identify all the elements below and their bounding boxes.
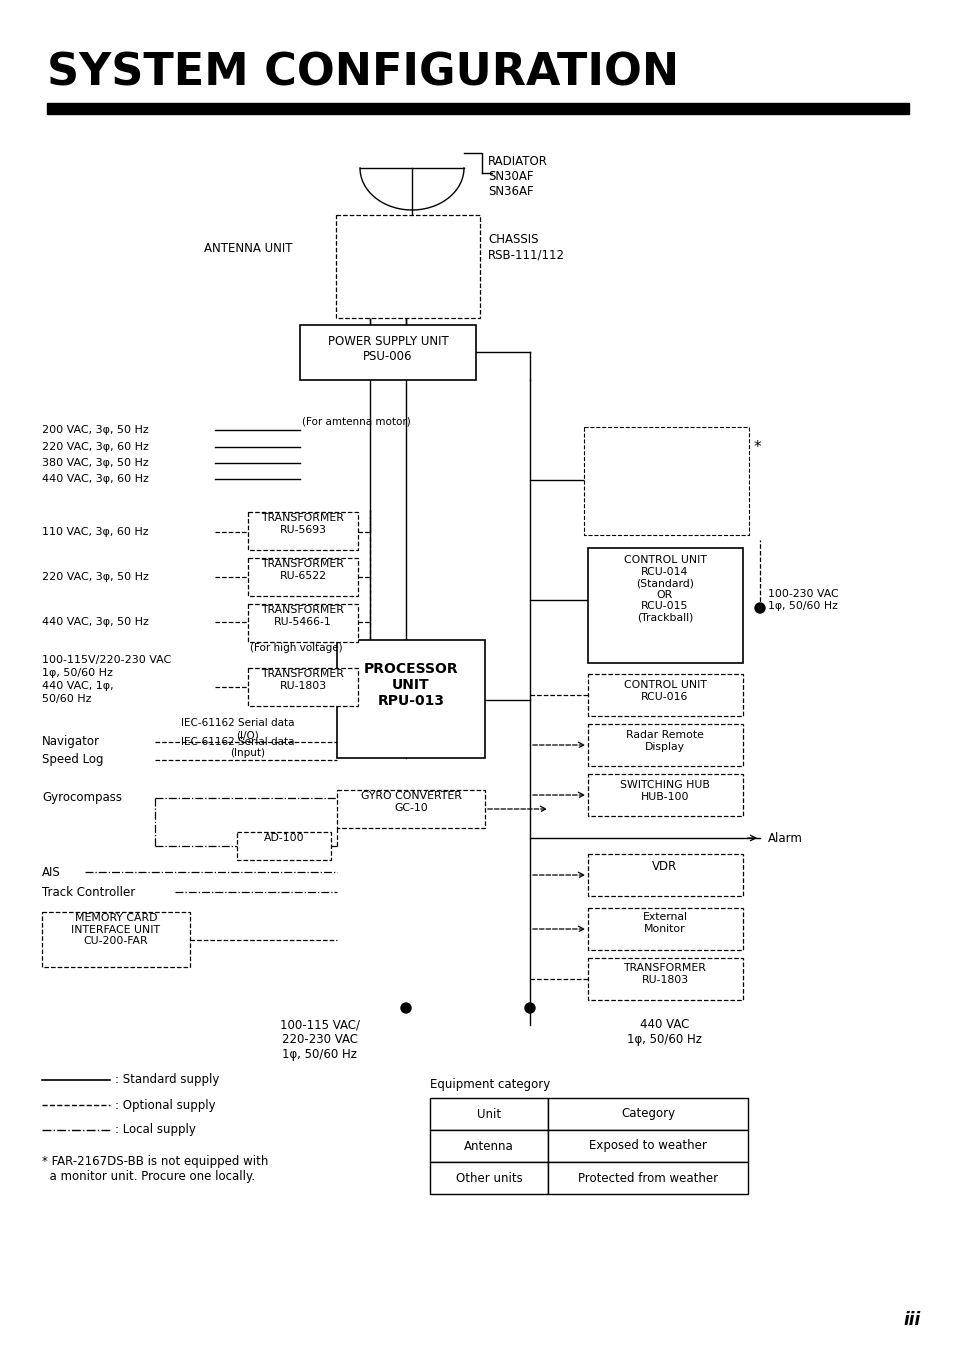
Text: GYRO CONVERTER
GC-10: GYRO CONVERTER GC-10 xyxy=(360,791,461,813)
Text: Antenna: Antenna xyxy=(464,1139,514,1153)
Bar xyxy=(587,724,742,765)
Bar xyxy=(299,325,476,379)
Text: 220 VAC, 3φ, 50 Hz: 220 VAC, 3φ, 50 Hz xyxy=(42,572,149,582)
Bar xyxy=(547,1098,747,1130)
Text: Radar Remote
Display: Radar Remote Display xyxy=(625,730,703,752)
Bar xyxy=(236,832,331,860)
Text: MEMORY CARD
INTERFACE UNIT
CU-200-FAR: MEMORY CARD INTERFACE UNIT CU-200-FAR xyxy=(71,913,160,946)
Text: RADIATOR
SN30AF
SN36AF: RADIATOR SN30AF SN36AF xyxy=(488,155,547,198)
Text: TRANSFORMER
RU-5693: TRANSFORMER RU-5693 xyxy=(261,513,344,535)
Text: CONTROL UNIT
RCU-016: CONTROL UNIT RCU-016 xyxy=(623,680,706,702)
Text: 220 VAC, 3φ, 60 Hz: 220 VAC, 3φ, 60 Hz xyxy=(42,441,149,452)
Bar xyxy=(587,431,745,531)
Text: 440 VAC, 3φ, 60 Hz: 440 VAC, 3φ, 60 Hz xyxy=(42,474,149,485)
Bar xyxy=(42,913,190,967)
Bar xyxy=(345,220,475,305)
Text: 1φ, 50/60 Hz: 1φ, 50/60 Hz xyxy=(42,668,112,678)
Bar xyxy=(587,674,742,716)
Bar xyxy=(587,548,742,663)
Text: AIS: AIS xyxy=(42,865,61,879)
Bar xyxy=(248,512,357,549)
Text: Gyrocompass: Gyrocompass xyxy=(42,791,122,805)
Text: *: * xyxy=(753,440,760,455)
Text: : Local supply: : Local supply xyxy=(115,1123,195,1137)
Text: VDR: VDR xyxy=(652,860,677,873)
Text: MONITOR UNIT: MONITOR UNIT xyxy=(622,440,710,454)
Bar xyxy=(587,958,742,1000)
Bar xyxy=(248,603,357,643)
Text: Navigator: Navigator xyxy=(42,736,100,748)
Text: Other units: Other units xyxy=(456,1172,522,1184)
Bar xyxy=(430,1162,547,1193)
Bar xyxy=(430,1098,547,1130)
Text: (Input): (Input) xyxy=(231,748,265,757)
Text: Protected from weather: Protected from weather xyxy=(578,1172,718,1184)
Text: 200 VAC, 3φ, 50 Hz: 200 VAC, 3φ, 50 Hz xyxy=(42,425,149,435)
Text: (I/O): (I/O) xyxy=(236,730,259,740)
Text: Speed Log: Speed Log xyxy=(42,753,103,767)
Text: 100-115 VAC/
220-230 VAC
1φ, 50/60 Hz: 100-115 VAC/ 220-230 VAC 1φ, 50/60 Hz xyxy=(280,1018,359,1061)
Text: 380 VAC, 3φ, 50 Hz: 380 VAC, 3φ, 50 Hz xyxy=(42,458,149,468)
Text: TRANSFORMER
RU-1803: TRANSFORMER RU-1803 xyxy=(623,963,706,984)
Text: 440 VAC, 1φ,: 440 VAC, 1φ, xyxy=(42,680,113,691)
Circle shape xyxy=(400,1003,411,1012)
Bar xyxy=(248,558,357,595)
Circle shape xyxy=(524,1003,535,1012)
Text: Category: Category xyxy=(620,1107,675,1120)
Text: TRANSFORMER
RU-6522: TRANSFORMER RU-6522 xyxy=(261,559,344,580)
Text: IEC-61162 Serial data: IEC-61162 Serial data xyxy=(181,718,294,728)
Bar xyxy=(336,640,484,757)
Bar xyxy=(47,103,908,113)
Text: CONTROL UNIT
RCU-014
(Standard)
OR
RCU-015
(Trackball): CONTROL UNIT RCU-014 (Standard) OR RCU-0… xyxy=(623,555,706,622)
Bar xyxy=(336,790,484,828)
Text: * FAR-2167DS-BB is not equipped with
  a monitor unit. Procure one locally.: * FAR-2167DS-BB is not equipped with a m… xyxy=(42,1156,268,1183)
Text: 100-115V/220-230 VAC: 100-115V/220-230 VAC xyxy=(42,655,172,666)
Bar xyxy=(547,1162,747,1193)
Text: 100-230 VAC
1φ, 50/60 Hz: 100-230 VAC 1φ, 50/60 Hz xyxy=(767,589,838,610)
Text: 50/60 Hz: 50/60 Hz xyxy=(42,694,91,703)
Text: Track Controller: Track Controller xyxy=(42,886,135,899)
Text: Unit: Unit xyxy=(476,1107,500,1120)
Text: External
Monitor: External Monitor xyxy=(641,913,687,934)
Bar xyxy=(335,215,479,319)
Text: 440 VAC, 3φ, 50 Hz: 440 VAC, 3φ, 50 Hz xyxy=(42,617,149,626)
Text: SWITCHING HUB
HUB-100: SWITCHING HUB HUB-100 xyxy=(619,780,709,802)
Bar xyxy=(587,774,742,815)
Text: TRANSFORMER
RU-5466-1: TRANSFORMER RU-5466-1 xyxy=(261,605,344,626)
Bar xyxy=(248,668,357,706)
Text: Alarm: Alarm xyxy=(767,832,802,845)
Text: AD-100: AD-100 xyxy=(263,833,304,842)
Text: 440 VAC
1φ, 50/60 Hz: 440 VAC 1φ, 50/60 Hz xyxy=(627,1018,701,1046)
Text: : Optional supply: : Optional supply xyxy=(115,1099,215,1111)
Text: ANTENNA UNIT: ANTENNA UNIT xyxy=(204,242,293,255)
Text: 110 VAC, 3φ, 60 Hz: 110 VAC, 3φ, 60 Hz xyxy=(42,526,149,537)
Text: POWER SUPPLY UNIT
PSU-006: POWER SUPPLY UNIT PSU-006 xyxy=(327,335,448,363)
Circle shape xyxy=(754,603,764,613)
Text: : Standard supply: : Standard supply xyxy=(115,1073,219,1087)
Bar xyxy=(339,238,348,258)
Text: MU-201CR
or
MU-190: MU-201CR or MU-190 xyxy=(636,460,698,504)
Text: (For high voltage): (For high voltage) xyxy=(250,643,342,653)
Text: TRANSFORMER
RU-1803: TRANSFORMER RU-1803 xyxy=(261,670,344,691)
Bar xyxy=(583,427,748,535)
Bar xyxy=(587,855,742,896)
Text: CHASSIS
RSB-111/112: CHASSIS RSB-111/112 xyxy=(488,234,564,261)
Text: iii: iii xyxy=(902,1311,920,1328)
Text: Equipment category: Equipment category xyxy=(430,1079,550,1091)
Bar xyxy=(587,909,742,950)
Bar xyxy=(547,1130,747,1162)
Text: (For amtenna motor): (For amtenna motor) xyxy=(302,417,411,427)
Text: Exposed to weather: Exposed to weather xyxy=(588,1139,706,1153)
Text: SYSTEM CONFIGURATION: SYSTEM CONFIGURATION xyxy=(47,53,679,94)
Text: PROCESSOR
UNIT
RPU-013: PROCESSOR UNIT RPU-013 xyxy=(363,662,457,709)
Bar xyxy=(430,1130,547,1162)
Text: IEC-61162 Serial data: IEC-61162 Serial data xyxy=(181,737,294,747)
